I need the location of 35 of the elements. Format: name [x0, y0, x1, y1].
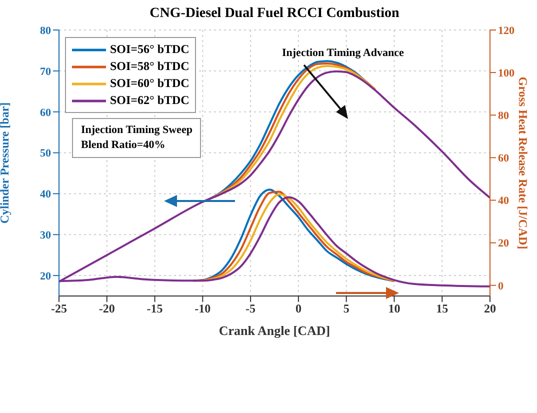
y-tick-label: 70 — [40, 66, 52, 78]
x-tick-label: 5 — [343, 302, 350, 316]
annotation: Blend Ratio=40% — [81, 138, 166, 153]
y-tick-label: 40 — [40, 188, 52, 201]
annotation: Injection Timing Advance — [282, 47, 404, 59]
y2-tick-label: 100 — [498, 67, 515, 80]
x-tick-label: -5 — [246, 302, 256, 316]
x-tick-label: -15 — [146, 302, 163, 316]
y-axis-title: Cylinder Pressure [bar] — [0, 102, 12, 224]
y-tick-label: 60 — [40, 106, 52, 119]
y2-tick-label: 20 — [498, 238, 510, 250]
y2-tick-label: 80 — [498, 110, 510, 122]
legend-label: SOI=62° bTDC — [110, 93, 190, 108]
x-tick-label: 15 — [436, 302, 448, 316]
legend-label: SOI=60° bTDC — [110, 76, 190, 91]
x-tick-label: -10 — [194, 302, 211, 316]
y2-tick-label: 120 — [498, 24, 515, 37]
y2-tick-label: 0 — [498, 280, 504, 292]
chart-title: CNG-Diesel Dual Fuel RCCI Combustion — [148, 6, 400, 22]
y2-axis-title: Gross Heat Release Rate [J/CAD] — [516, 76, 530, 250]
x-tick-label: -25 — [51, 302, 67, 316]
legend-label: SOI=58° bTDC — [110, 59, 190, 74]
y2-tick-label: 40 — [498, 195, 510, 208]
y-tick-label: 20 — [40, 270, 52, 282]
y-tick-label: 50 — [40, 148, 52, 160]
y-tick-label: 80 — [40, 24, 52, 37]
x-tick-label: 10 — [388, 302, 400, 316]
x-tick-label: -20 — [98, 302, 115, 316]
legend-label: SOI=56° bTDC — [110, 42, 190, 57]
x-tick-label: 0 — [295, 302, 302, 316]
annotation: Injection Timing Sweep — [81, 123, 192, 138]
y-tick-label: 30 — [40, 230, 52, 242]
x-axis-title: Crank Angle [CAD] — [218, 323, 330, 338]
x-tick-label: 20 — [484, 302, 496, 316]
y2-tick-label: 60 — [498, 152, 510, 165]
